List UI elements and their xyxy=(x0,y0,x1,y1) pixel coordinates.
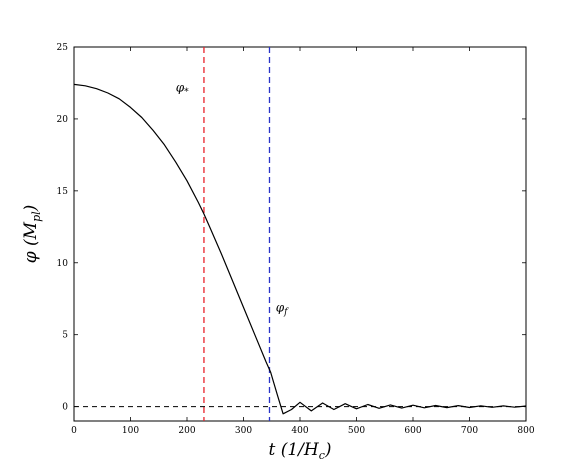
series-line xyxy=(73,83,527,415)
x-tick-label: 800 xyxy=(517,426,534,436)
x-tick-label: 200 xyxy=(178,426,195,436)
x-tick-label: 400 xyxy=(291,426,308,436)
y-axis-label: φ (Mpl) xyxy=(21,205,43,264)
y-tick-label: 20 xyxy=(57,115,69,125)
x-tick-label: 100 xyxy=(122,426,139,436)
x-tick-label: 300 xyxy=(235,426,252,436)
x-tick-label: 500 xyxy=(348,426,365,436)
annotation-label: φf xyxy=(276,301,289,318)
y-tick-label: 5 xyxy=(62,331,68,341)
y-tick-label: 10 xyxy=(57,259,69,269)
plot-frame xyxy=(73,46,527,422)
y-tick-label: 25 xyxy=(57,43,69,53)
y-tick-label: 15 xyxy=(57,187,69,197)
x-axis-label: t (1/Hc) xyxy=(268,440,331,462)
y-tick-label: 0 xyxy=(62,403,68,413)
x-tick-label: 700 xyxy=(461,426,478,436)
annotation-label: φ* xyxy=(176,81,189,98)
x-tick-label: 600 xyxy=(404,426,421,436)
x-tick-label: 0 xyxy=(71,426,77,436)
